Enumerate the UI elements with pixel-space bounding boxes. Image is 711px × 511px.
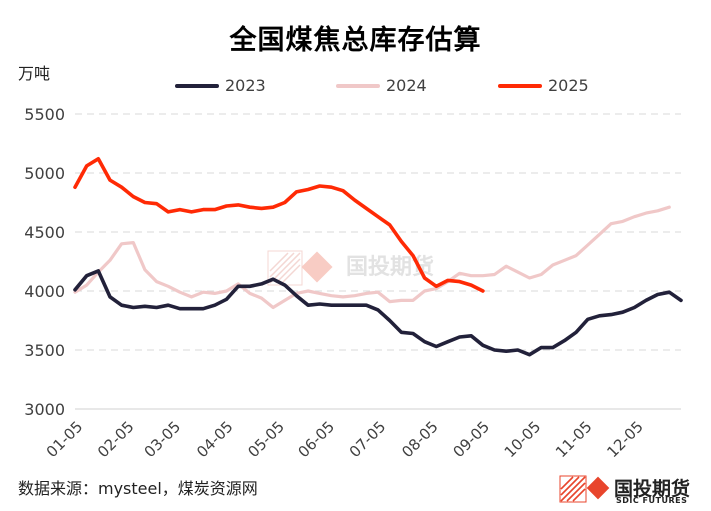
y-tick-label-3500: 3500 — [24, 341, 65, 360]
x-tick-label-04-05: 04-05 — [193, 418, 237, 462]
y-tick-label-4500: 4500 — [24, 223, 65, 242]
legend: 2023 2024 2025 — [0, 76, 711, 98]
legend-item-2024: 2024 — [336, 76, 427, 95]
y-tick-label-5500: 5500 — [24, 105, 65, 124]
x-tick-label-07-05: 07-05 — [346, 418, 390, 462]
legend-label-2024: 2024 — [386, 76, 427, 95]
company-logo: 国投期货 SDIC FUTURES — [556, 472, 706, 508]
x-tick-label-10-05: 10-05 — [501, 418, 545, 462]
series-line-2025 — [73, 157, 485, 293]
watermark: 国投期货 — [267, 250, 434, 286]
x-tick-label-02-05: 02-05 — [94, 418, 138, 462]
x-tick-label-06-05: 06-05 — [294, 418, 338, 462]
chart-title: 全国煤焦总库存估算 — [229, 25, 482, 56]
y-tick-label-5000: 5000 — [24, 164, 65, 183]
x-tick-label-05-05: 05-05 — [244, 418, 288, 462]
x-tick-label-01-05: 01-05 — [43, 418, 87, 462]
x-tick-label-11-05: 11-05 — [552, 418, 596, 462]
series-line-2024 — [73, 205, 671, 310]
grid-layer — [75, 113, 681, 351]
source-note: 数据来源：mysteel，煤炭资源网 — [18, 479, 258, 498]
legend-label-2025: 2025 — [548, 76, 589, 95]
legend-item-2023: 2023 — [175, 76, 266, 95]
legend-swatch-2024 — [336, 83, 380, 88]
y-tick-label-4000: 4000 — [24, 282, 65, 301]
company-logo-name: 国投期货 — [614, 478, 691, 500]
company-logo-name-en: SDIC FUTURES — [616, 496, 688, 505]
x-tick-label-08-05: 08-05 — [398, 418, 442, 462]
y-tick-label-3000: 3000 — [24, 400, 65, 419]
legend-swatch-2025 — [498, 83, 542, 88]
series-line-2023 — [73, 269, 683, 357]
y-axis-unit: 万吨 — [18, 64, 51, 83]
company-logo-icon — [559, 475, 610, 503]
series-layer — [73, 157, 683, 357]
x-tick-label-09-05: 09-05 — [449, 418, 493, 462]
x-tick-label-12-05: 12-05 — [603, 418, 647, 462]
legend-label-2023: 2023 — [225, 76, 266, 95]
x-tick-label-03-05: 03-05 — [141, 418, 185, 462]
legend-item-2025: 2025 — [498, 76, 589, 95]
legend-swatch-2023 — [175, 83, 219, 88]
